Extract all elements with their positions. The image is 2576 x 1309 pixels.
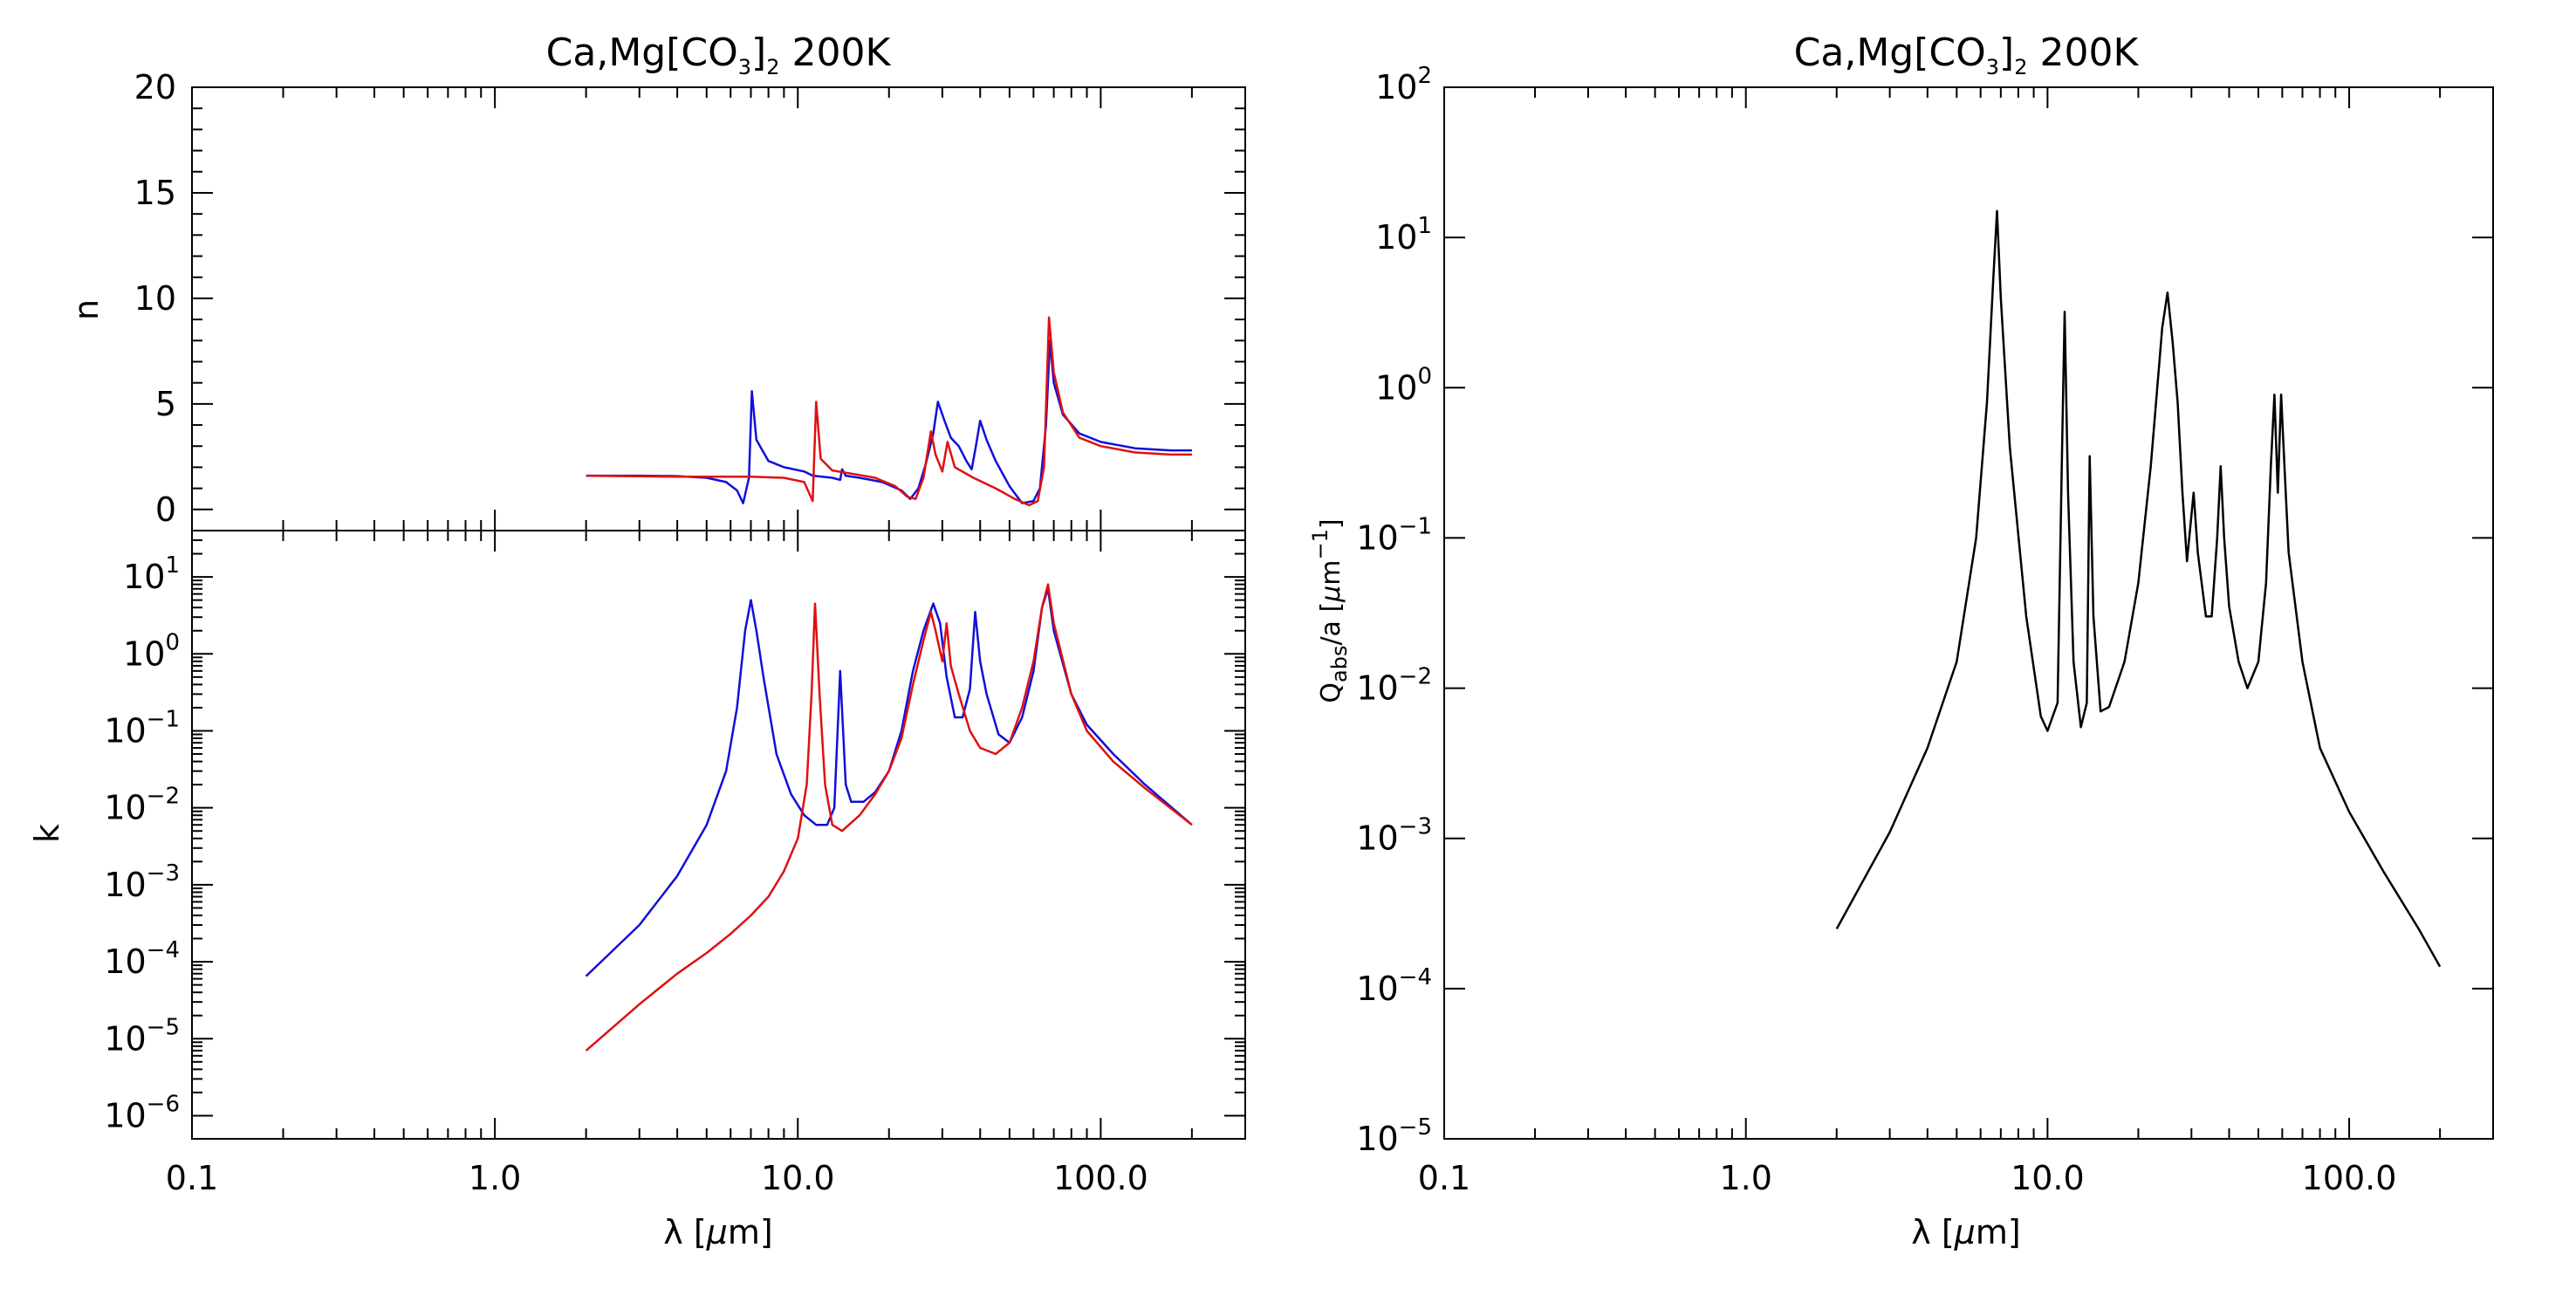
n-axis-label: n xyxy=(67,299,106,320)
qabs-series-black-line xyxy=(1835,209,2442,968)
qabs-y-ticks: 102 101 100 10−1 10−2 10−3 10−4 10−5 xyxy=(1356,63,2493,1158)
k-series-blue-line xyxy=(585,587,1193,977)
k-x-tick-label: 100.0 xyxy=(1053,1159,1148,1197)
n-series-blue-line xyxy=(586,339,1192,504)
n-panel-frame xyxy=(191,86,1246,531)
qabs-x-tick-label: 100.0 xyxy=(2302,1159,2397,1197)
qabs-y-tick-label: 10−1 xyxy=(1356,513,1432,557)
qabs-x-ticks: 0.1 1.0 10.0 100.0 xyxy=(1418,87,2494,1197)
k-x-tick-label: 10.0 xyxy=(761,1159,835,1197)
k-x-tick-label: 0.1 xyxy=(166,1159,218,1197)
x-axis-label-right: λ [μm] xyxy=(1911,1213,2020,1251)
qabs-y-tick-label: 10−3 xyxy=(1356,814,1432,858)
k-y-tick-label: 101 xyxy=(123,552,180,596)
k-series-red-line xyxy=(585,583,1193,1052)
qabs-y-tick-label: 10−4 xyxy=(1356,964,1432,1008)
n-y-ticks: 0 5 10 15 20 xyxy=(134,68,1245,531)
qabs-x-tick-label: 1.0 xyxy=(1719,1159,1771,1197)
n-y-tick-label: 15 xyxy=(134,174,176,212)
k-y-tick-label: 10−2 xyxy=(104,784,180,827)
qabs-x-tick-label: 0.1 xyxy=(1418,1159,1470,1197)
n-y-tick-label: 10 xyxy=(134,279,176,318)
k-y-tick-label: 10−4 xyxy=(104,937,180,981)
k-y-tick-label: 10−3 xyxy=(104,860,180,904)
n-x-ticks xyxy=(191,87,1246,531)
k-axis-label: k xyxy=(28,824,66,843)
x-axis-label-left: λ [μm] xyxy=(663,1213,772,1251)
right-chart-title: Ca,Mg[CO3]2 200K xyxy=(1794,31,2140,79)
n-y-tick-label: 5 xyxy=(155,385,176,423)
n-y-tick-label: 20 xyxy=(134,68,176,106)
left-chart-title: Ca,Mg[CO3]2 200K xyxy=(546,31,892,79)
n-series-red-line xyxy=(586,316,1192,507)
k-y-tick-label: 10−5 xyxy=(104,1014,180,1058)
k-y-tick-label: 10−6 xyxy=(104,1091,180,1134)
k-panel-frame xyxy=(191,530,1246,1140)
qabs-y-tick-label: 10−5 xyxy=(1356,1114,1432,1158)
qabs-panel-frame xyxy=(1443,86,2494,1140)
k-y-tick-label: 100 xyxy=(123,629,180,673)
n-y-tick-label: 0 xyxy=(155,490,176,529)
k-x-tick-label: 1.0 xyxy=(469,1159,521,1197)
qabs-x-tick-label: 10.0 xyxy=(2011,1159,2085,1197)
k-x-ticks: 0.1 1.0 10.0 100.0 xyxy=(166,531,1246,1197)
ticks-layer: 0 5 10 15 20 0.1 1.0 10.0 100.0 101 100 10−1 10−2 10−… xyxy=(104,63,2494,1197)
k-y-tick-label: 10−1 xyxy=(104,706,180,750)
k-y-ticks: 101 100 10−1 10−2 10−3 10−4 10−5 10−6 xyxy=(104,530,1245,1134)
qabs-y-tick-label: 101 xyxy=(1375,213,1432,257)
curves-layer xyxy=(585,209,2442,1052)
qabs-y-tick-label: 102 xyxy=(1375,63,1432,106)
qabs-y-tick-label: 10−2 xyxy=(1356,664,1432,708)
qabs-y-tick-label: 100 xyxy=(1375,363,1432,407)
qabs-axis-label: Qabs/a [μm−1] xyxy=(1308,518,1352,702)
